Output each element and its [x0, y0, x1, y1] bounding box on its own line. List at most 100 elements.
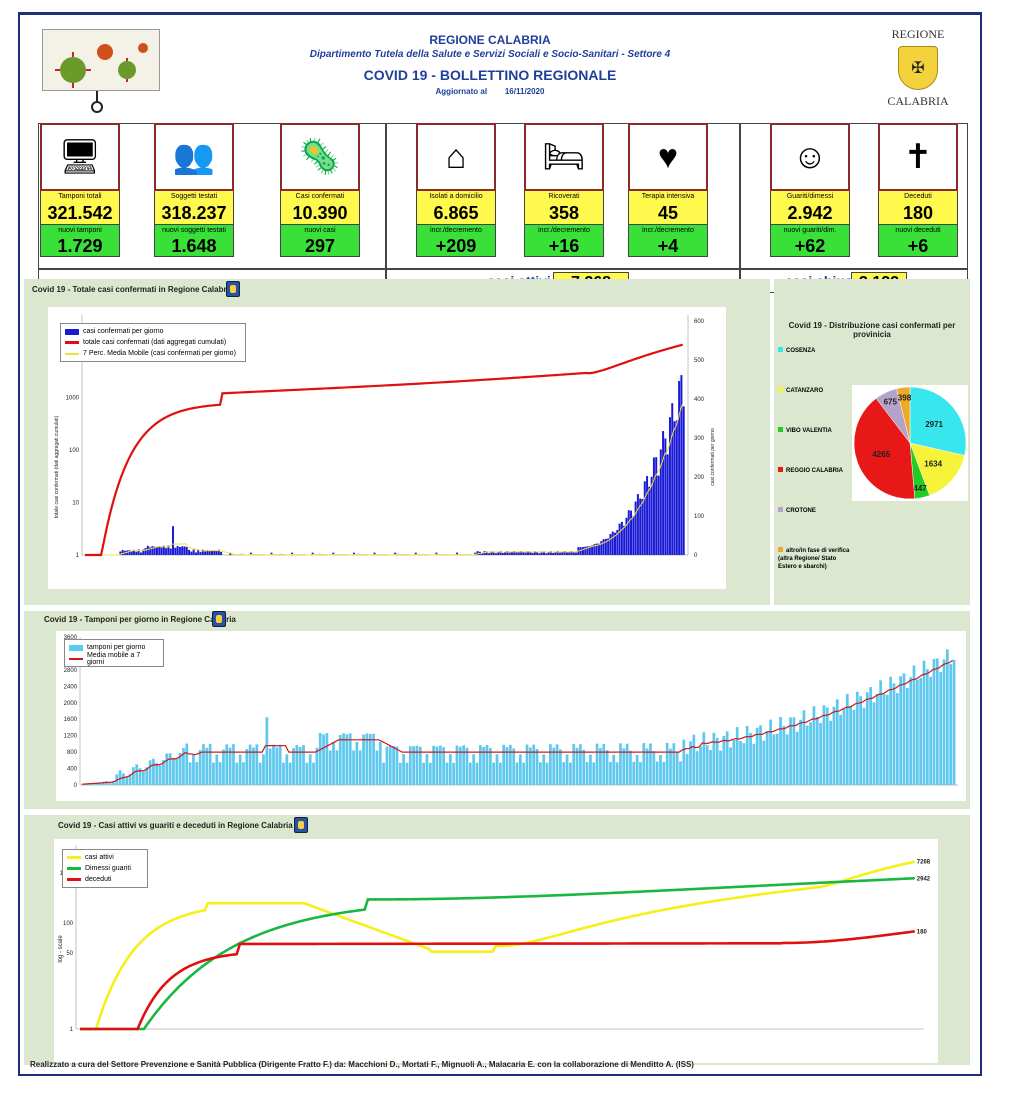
test-bar — [498, 762, 502, 785]
test-bar — [185, 743, 189, 785]
test-bar — [108, 782, 112, 785]
test-bar — [245, 749, 249, 785]
test-bar — [188, 762, 192, 785]
kpi-label: Soggetti testati — [154, 191, 234, 202]
y-tick-label: 100 — [63, 921, 74, 927]
test-bar — [919, 678, 923, 785]
daily-bar — [481, 552, 484, 555]
daily-bar — [146, 545, 149, 555]
test-bar — [812, 706, 816, 785]
y-tick-label: 800 — [67, 750, 78, 756]
kpi-sublabel: nuovi tamponi — [40, 224, 120, 235]
daily-bar — [220, 551, 223, 555]
test-bar — [625, 743, 629, 785]
kpi-card: ♥ Terapia intensiva 45 incr./decremento +4 — [628, 123, 708, 257]
legend-item-tests: tamponi per giorno — [69, 642, 159, 653]
test-bar — [362, 734, 365, 785]
daily-bar — [311, 552, 314, 555]
daily-bar — [149, 547, 152, 555]
daily-bar — [664, 438, 667, 555]
test-bar — [148, 760, 152, 785]
pie-slice — [909, 386, 967, 456]
daily-bar — [531, 552, 534, 555]
test-bar — [619, 743, 622, 785]
daily-bar — [556, 551, 559, 555]
test-bar — [869, 687, 873, 785]
test-bar — [282, 762, 285, 785]
test-bar — [699, 746, 702, 785]
kpi-area: 🖥 Tamponi totali 321.542 nuovi tamponi 1.729… — [38, 123, 968, 293]
test-bar — [208, 743, 212, 785]
test-bar — [829, 720, 832, 785]
legend-label: REGGIO CALABRIA — [786, 468, 843, 474]
pie-plot: 2971 1634 447 4265 675 398 — [852, 385, 968, 501]
chart3-title: Covid 19 - Casi attivi vs guariti e dece… — [58, 821, 293, 830]
right-tick-label: 500 — [694, 358, 705, 364]
daily-bar — [682, 406, 685, 555]
kpi-value: 318.237 — [154, 202, 234, 224]
daily-bar — [673, 421, 676, 555]
legend-swatch — [778, 387, 783, 392]
recovered-line — [80, 876, 915, 1031]
pie-slice-label: 675 — [884, 398, 898, 407]
daily-bar — [543, 551, 546, 555]
test-bar — [285, 754, 289, 785]
test-bar — [652, 751, 656, 785]
test-bar — [952, 659, 956, 785]
test-bar — [168, 753, 172, 785]
kpi-value: 358 — [524, 202, 604, 224]
daily-bar — [522, 552, 525, 555]
left-axis-label: totale casi confermati (dati aggregati c… — [54, 416, 60, 519]
test-bar — [385, 746, 389, 785]
kpi-value: 45 — [628, 202, 708, 224]
kpi-label: Deceduti — [878, 191, 958, 202]
recovered-icon: ☺ — [770, 123, 850, 191]
daily-bar — [494, 553, 497, 555]
daily-bar — [609, 534, 612, 555]
daily-bar — [210, 550, 213, 555]
daily-bar — [229, 552, 232, 555]
chart1-title: Covid 19 - Totale casi confermati in Reg… — [32, 285, 234, 294]
kpi-label: Terapia intensiva — [628, 191, 708, 202]
pie-slice-label: 4265 — [872, 450, 890, 459]
daily-bar — [538, 553, 541, 555]
daily-bar — [584, 546, 587, 555]
test-bar — [549, 744, 552, 785]
test-bar — [755, 727, 759, 785]
daily-bar — [155, 546, 158, 555]
region-title: REGIONE CALABRIA — [429, 33, 551, 47]
daily-bar — [485, 551, 488, 555]
test-bar — [428, 762, 432, 785]
test-bar — [779, 716, 782, 785]
daily-bar — [666, 454, 669, 555]
daily-bar — [600, 541, 603, 555]
test-bar — [629, 750, 632, 785]
legend-swatch — [67, 867, 81, 870]
legend-swatch — [67, 878, 81, 881]
test-bar — [295, 745, 299, 785]
test-bar — [182, 748, 185, 785]
daily-bar — [172, 526, 175, 555]
kpi-sublabel: incr./decremento — [524, 224, 604, 235]
daily-bar — [174, 547, 177, 555]
test-bar — [392, 746, 395, 785]
test-bar — [932, 658, 936, 785]
legend-label: tamponi per giorno — [87, 644, 146, 651]
test-bar — [922, 660, 926, 785]
test-bar — [502, 744, 506, 785]
pie-legend-item: altro/in fase di verifica (altra Regione… — [778, 547, 852, 571]
test-bar — [112, 781, 115, 785]
test-bar — [669, 748, 672, 785]
daily-bar — [204, 551, 207, 555]
test-bar — [719, 750, 722, 785]
legend-label: COSENZA — [786, 348, 816, 354]
daily-bar — [197, 549, 200, 555]
test-bar — [525, 744, 529, 785]
test-bar — [138, 768, 142, 785]
test-bar — [722, 735, 726, 785]
test-bar — [782, 725, 786, 785]
legend-label: totale casi confermati (dati aggregati c… — [83, 339, 227, 346]
daily-bar — [650, 476, 653, 555]
daily-bar — [506, 551, 509, 555]
test-bar — [862, 707, 866, 785]
